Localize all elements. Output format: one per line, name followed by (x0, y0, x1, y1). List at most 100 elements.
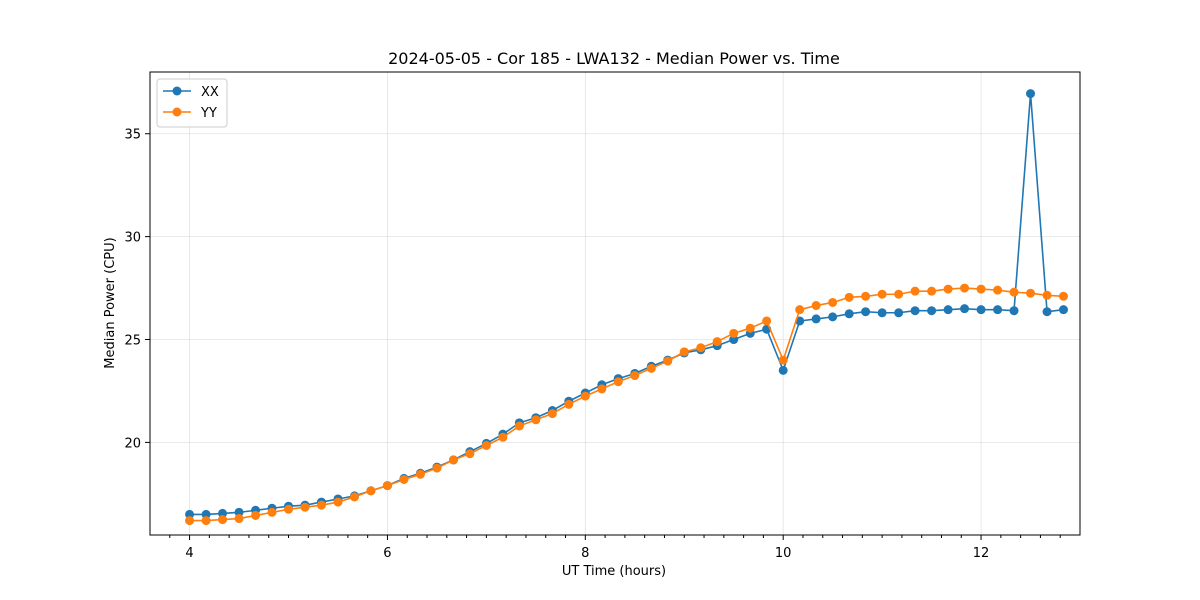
series-yy-point (300, 502, 310, 512)
series-yy (185, 283, 1068, 526)
series-yy-point (498, 432, 508, 442)
series-xx-point (960, 304, 970, 314)
series-yy-point (514, 421, 524, 431)
series-yy-point (1058, 291, 1068, 301)
x-tick-label: 6 (383, 546, 391, 561)
series-yy-point (415, 469, 425, 479)
series-xx-point (894, 308, 904, 318)
plot-frame (149, 71, 1081, 536)
series-xx-point (1009, 306, 1019, 316)
legend-item-yy: YY (163, 106, 217, 121)
series-yy-point (729, 328, 739, 338)
series-xx-point (927, 306, 937, 316)
series-xx-point (877, 308, 887, 318)
series-yy-point (613, 377, 623, 387)
series-yy-point (333, 497, 343, 507)
series-yy-point (943, 284, 953, 294)
series-yy-point (877, 289, 887, 299)
y-tick-label: 30 (124, 231, 141, 246)
series-xx-point (218, 508, 228, 518)
y-axis-label: Median Power (CPU) (103, 237, 118, 368)
legend-yy-label: YY (200, 106, 217, 121)
series-yy-point (284, 504, 294, 514)
series-yy-point (663, 356, 673, 366)
series-xx-point (201, 509, 211, 519)
series-xx-point (729, 335, 739, 345)
y-tick-label: 20 (124, 436, 141, 451)
legend-item-xx: XX (163, 85, 219, 100)
x-tick-label: 8 (581, 546, 589, 561)
series-yy-point (894, 289, 904, 299)
series-yy-point (267, 507, 277, 517)
series-yy-point (712, 337, 722, 347)
series-yy-point (745, 323, 755, 333)
series-yy-point (481, 440, 491, 450)
series-yy-point (531, 415, 541, 425)
series-yy-point (432, 463, 442, 473)
series-yy-point (1026, 288, 1036, 298)
series-yy-point (251, 510, 261, 520)
y-tick-label: 35 (124, 128, 141, 143)
series-xx-point (778, 365, 788, 375)
series-yy-point (234, 514, 244, 524)
series-yy-point (465, 449, 475, 459)
series-yy-point (976, 284, 986, 294)
series-yy-point (366, 486, 376, 496)
series-yy-point (1009, 287, 1019, 297)
series-yy-point (811, 301, 821, 311)
series-yy-point (399, 474, 409, 484)
legend-yy-marker (172, 107, 182, 117)
legend-xx-marker (172, 86, 182, 96)
series-xx-point (1058, 305, 1068, 315)
x-tick-label: 12 (973, 546, 990, 561)
series-yy-point (382, 481, 392, 491)
series-yy-point (960, 283, 970, 293)
series-layer (185, 89, 1068, 526)
grid (150, 72, 1080, 535)
x-tick-label: 4 (185, 546, 193, 561)
series-yy-point (795, 305, 805, 315)
y-tick-label: 25 (124, 334, 141, 349)
series-yy-point (927, 286, 937, 296)
series-yy-point (861, 291, 871, 301)
series-yy-point (910, 286, 920, 296)
series-xx-point (910, 306, 920, 316)
series-yy-point (580, 391, 590, 401)
series-xx-point (976, 305, 986, 315)
x-axis: 4 6 8 10 12 (169, 535, 1061, 561)
series-yy-point (844, 292, 854, 302)
series-xx-point (844, 309, 854, 319)
legend-xx-label: XX (201, 85, 219, 100)
series-yy-point (762, 316, 772, 326)
series-yy-point (778, 355, 788, 365)
series-xx-point (943, 305, 953, 315)
chart-title: 2024-05-05 - Cor 185 - LWA132 - Median P… (388, 49, 840, 68)
series-yy-point (547, 409, 557, 419)
series-yy-point (201, 516, 211, 526)
series-yy-point (218, 515, 228, 525)
x-axis-label: UT Time (hours) (562, 564, 666, 579)
series-xx-point (828, 312, 838, 322)
series-xx-point (1042, 307, 1052, 317)
series-xx-line (189, 92, 1064, 516)
series-xx-point (1026, 89, 1036, 99)
series-yy-point (350, 492, 359, 502)
series-xx-point (993, 305, 1003, 315)
series-yy-point (185, 516, 195, 526)
series-yy-point (646, 363, 656, 373)
series-yy-point (679, 347, 689, 357)
series-xx-point (861, 307, 871, 317)
y-axis: 20 25 30 35 (124, 128, 150, 451)
legend: XX YY (156, 78, 228, 128)
series-yy-point (1042, 290, 1052, 300)
series-yy-point (316, 500, 326, 510)
series-yy-point (828, 297, 838, 307)
series-xx-point (185, 509, 195, 519)
series-yy-point (448, 455, 458, 465)
series-xx-point (811, 314, 821, 324)
series-xx-point (234, 507, 244, 517)
series-yy-point (597, 384, 607, 394)
x-tick-label: 10 (775, 546, 792, 561)
series-yy-line (189, 287, 1064, 522)
series-yy-point (564, 399, 574, 409)
